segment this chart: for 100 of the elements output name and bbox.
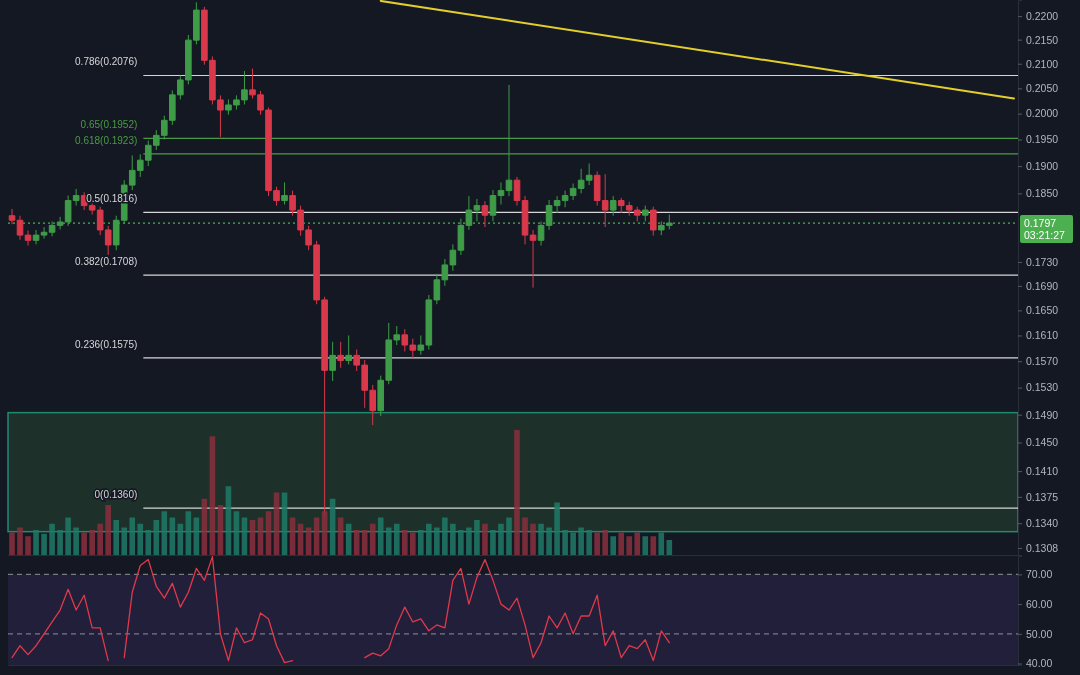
ref-line-label: 0.618(0.1923) (75, 134, 138, 146)
bar (137, 523, 144, 555)
candlestick (641, 205, 649, 222)
y-tick-label: 0.1450 (1026, 436, 1059, 449)
y-tick-label: 0.1690 (1026, 279, 1059, 292)
bar (121, 527, 128, 555)
bar (586, 530, 592, 555)
y-tick-label: 50.00 (1026, 627, 1053, 640)
bar (522, 517, 528, 555)
bar (442, 517, 448, 555)
y-tick-label: 0.2200 (1026, 10, 1059, 22)
y-tick-label: 40.00 (1026, 657, 1053, 670)
candlestick (513, 176, 521, 207)
bar (650, 536, 657, 555)
bar (265, 511, 272, 555)
bar (97, 523, 103, 555)
bar (450, 523, 456, 555)
ref-line-label: 0.786(0.2076) (75, 56, 138, 68)
bar (458, 530, 464, 555)
bar (506, 517, 512, 555)
candlestick (521, 195, 529, 245)
y-tick-label: 0.2050 (1026, 82, 1059, 95)
y-tick-label: 0.2100 (1026, 57, 1059, 70)
candlestick (281, 181, 288, 205)
bar (65, 517, 71, 555)
candlestick (337, 341, 344, 369)
bar (17, 527, 23, 555)
y-tick-label: 0.1490 (1026, 408, 1059, 421)
candlestick (16, 215, 24, 241)
y-tick-label: 0.2150 (1026, 33, 1059, 46)
bar (578, 527, 584, 555)
bar (546, 527, 552, 555)
ref-line-label: 0.382(0.1708) (75, 256, 138, 268)
bar (145, 530, 152, 555)
bar (33, 530, 39, 555)
bar (321, 511, 328, 555)
bar (129, 517, 136, 555)
y-tick-label: 0.1308 (1026, 541, 1059, 554)
bar (530, 523, 536, 555)
bar (73, 527, 79, 555)
bar (393, 523, 400, 555)
bar (626, 536, 633, 555)
y-tick-label: 0.1900 (1026, 159, 1059, 172)
bar (634, 532, 641, 555)
bar (113, 520, 120, 555)
bar (610, 536, 616, 555)
candlestick (481, 200, 489, 228)
y-tick-label: 0.1610 (1026, 329, 1059, 342)
bar (466, 527, 472, 555)
bar (153, 520, 160, 555)
y-tick-label: 0.1950 (1026, 133, 1059, 146)
y-tick-label: 0.1410 (1026, 465, 1059, 477)
bar (161, 511, 168, 555)
bar (658, 532, 665, 555)
bar (602, 530, 608, 555)
bar (369, 523, 376, 555)
bar (562, 530, 568, 555)
bar (105, 505, 111, 555)
bar (434, 527, 440, 555)
bar (385, 527, 392, 555)
bar (57, 530, 63, 555)
bar (89, 530, 95, 555)
bar (401, 530, 408, 555)
bar (233, 511, 240, 555)
ref-line-label: 0.1797 (1024, 217, 1057, 230)
bar (185, 511, 192, 555)
bar (642, 536, 649, 555)
y-tick-label: 60.00 (1026, 597, 1053, 610)
ref-line-label: 0.236(0.1575) (75, 338, 138, 350)
bar (618, 532, 625, 555)
bar (81, 532, 87, 555)
bar (25, 536, 31, 555)
bar (594, 532, 600, 555)
bar (49, 523, 55, 555)
y-tick-label: 0.1850 (1026, 187, 1059, 200)
bar (490, 530, 496, 555)
candlestick (529, 229, 537, 289)
ref-line-label: 0(0.1360) (94, 489, 138, 501)
candlestick (345, 334, 352, 365)
y-tick-label: 70.00 (1026, 568, 1053, 581)
bar (570, 532, 576, 555)
bar (361, 530, 368, 555)
candlestick (609, 195, 617, 217)
candlestick (329, 341, 336, 382)
candlestick (649, 206, 657, 237)
bar (426, 523, 432, 555)
bar (554, 502, 560, 555)
y-tick-label: 0.1530 (1026, 381, 1059, 394)
y-tick-label: 0.1340 (1026, 517, 1059, 530)
y-tick-label: 0.1570 (1026, 355, 1059, 368)
bar (514, 430, 520, 555)
y-tick-label: 0.1375 (1026, 490, 1059, 503)
bar (410, 532, 416, 555)
y-tick-label: 0.2000 (1026, 107, 1059, 120)
bar (418, 530, 424, 555)
bar (498, 523, 504, 555)
bar (474, 520, 480, 555)
bar (9, 532, 15, 555)
ref-line-label: 0.65(0.1952) (80, 119, 138, 131)
candlestick (497, 181, 505, 205)
